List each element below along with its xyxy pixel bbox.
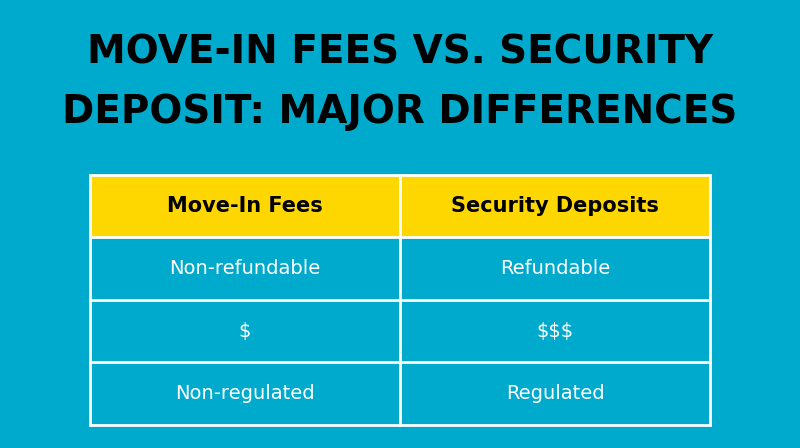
Text: MOVE-IN FEES VS. SECURITY: MOVE-IN FEES VS. SECURITY xyxy=(87,33,713,71)
Text: Regulated: Regulated xyxy=(506,384,604,403)
Text: Refundable: Refundable xyxy=(500,259,610,278)
Text: Move-In Fees: Move-In Fees xyxy=(167,196,323,216)
Bar xyxy=(90,175,710,237)
Text: $$$: $$$ xyxy=(537,322,574,340)
Text: Security Deposits: Security Deposits xyxy=(451,196,659,216)
Bar xyxy=(90,300,710,362)
Text: DEPOSIT: MAJOR DIFFERENCES: DEPOSIT: MAJOR DIFFERENCES xyxy=(62,93,738,131)
Text: $: $ xyxy=(239,322,251,340)
Text: Non-regulated: Non-regulated xyxy=(175,384,315,403)
Bar xyxy=(90,362,710,425)
Bar xyxy=(90,237,710,300)
Text: Non-refundable: Non-refundable xyxy=(170,259,321,278)
Bar xyxy=(90,175,710,425)
